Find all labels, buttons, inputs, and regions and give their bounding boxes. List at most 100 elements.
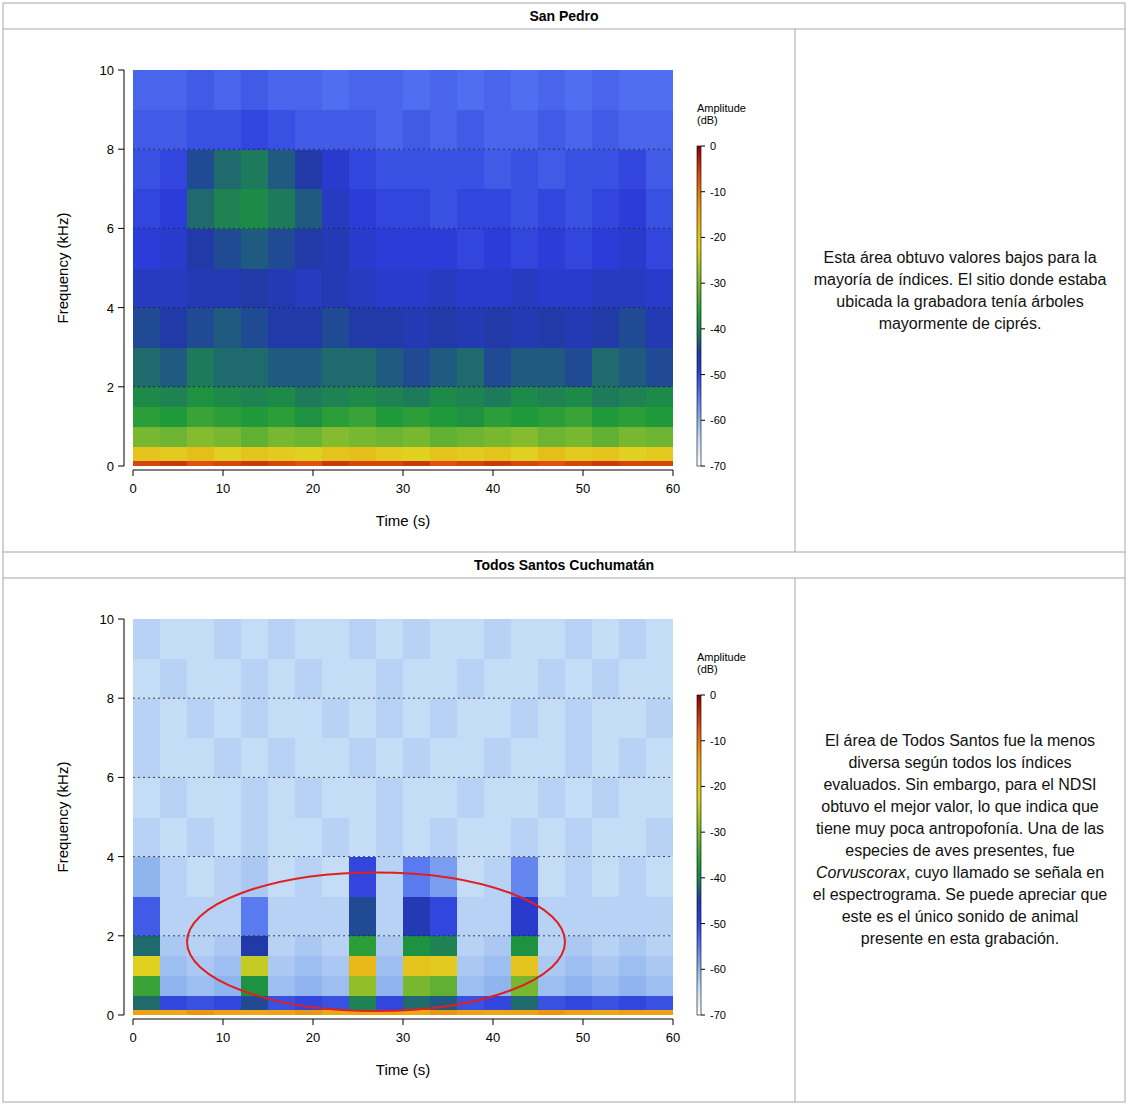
cell	[403, 110, 431, 150]
cell	[241, 956, 269, 976]
cell	[430, 149, 458, 189]
cell	[538, 149, 566, 189]
cell	[484, 387, 512, 407]
cell	[457, 975, 485, 995]
cell	[241, 426, 269, 446]
cell	[349, 995, 377, 1009]
colorbar-tick	[701, 923, 705, 924]
cell	[511, 995, 539, 1009]
cell	[214, 347, 242, 387]
cell	[322, 995, 350, 1009]
cell	[538, 446, 566, 460]
cell	[430, 698, 458, 738]
cell	[646, 975, 673, 995]
cell	[457, 896, 485, 936]
cell	[430, 268, 458, 308]
cell	[322, 936, 350, 956]
cell	[376, 460, 404, 466]
cell	[376, 738, 404, 778]
cell	[214, 110, 242, 150]
cell	[322, 738, 350, 778]
cell	[160, 975, 188, 995]
cell	[214, 446, 242, 460]
cell	[187, 777, 215, 817]
cell	[538, 857, 566, 897]
colorbar-tick-label: -50	[710, 918, 726, 930]
cell	[160, 308, 188, 348]
cell	[430, 1009, 458, 1015]
cell	[430, 407, 458, 427]
cell	[241, 189, 269, 229]
cell	[457, 407, 485, 427]
cell	[457, 189, 485, 229]
cell	[268, 698, 296, 738]
cell	[295, 446, 323, 460]
x-tick	[493, 470, 494, 476]
cell	[160, 426, 188, 446]
cell	[646, 857, 673, 897]
cell	[214, 189, 242, 229]
cell	[268, 446, 296, 460]
cell	[619, 460, 647, 466]
cell	[430, 347, 458, 387]
cell	[187, 995, 215, 1009]
cell	[241, 1009, 269, 1015]
y-tick	[118, 1015, 124, 1016]
cell	[484, 857, 512, 897]
colorbar-tick-label: -20	[710, 780, 726, 792]
colorbar-tick	[701, 191, 705, 192]
cell	[484, 956, 512, 976]
cell	[430, 956, 458, 976]
grid-line	[133, 935, 673, 936]
y-tick-label: 6	[107, 221, 114, 236]
cell	[646, 777, 673, 817]
cell	[646, 1009, 673, 1015]
cell	[592, 387, 620, 407]
cell	[565, 896, 593, 936]
cell	[403, 738, 431, 778]
cell	[592, 936, 620, 956]
y-tick-label: 2	[107, 380, 114, 395]
cell	[619, 896, 647, 936]
cell	[484, 975, 512, 995]
cell	[295, 698, 323, 738]
cell	[349, 70, 377, 110]
colorbar-tick-label: -10	[710, 186, 726, 198]
x-tick	[223, 470, 224, 476]
cell	[376, 407, 404, 427]
cell	[484, 110, 512, 150]
cell	[565, 817, 593, 857]
cell	[430, 619, 458, 659]
cell	[511, 460, 539, 466]
cell	[349, 347, 377, 387]
cell	[295, 189, 323, 229]
cell	[403, 857, 431, 897]
cell	[619, 1009, 647, 1015]
cell	[592, 446, 620, 460]
cell	[241, 308, 269, 348]
cell	[646, 936, 673, 956]
colorbar-tick-label: -70	[710, 1009, 726, 1021]
cell	[268, 347, 296, 387]
cell	[619, 268, 647, 308]
cell	[646, 308, 673, 348]
x-tick-label: 60	[666, 1030, 680, 1045]
cell	[322, 70, 350, 110]
cell	[268, 619, 296, 659]
cell	[187, 426, 215, 446]
cell	[592, 268, 620, 308]
colorbar-title-line: (dB)	[697, 114, 718, 126]
cell	[403, 189, 431, 229]
cell	[295, 619, 323, 659]
cell	[241, 896, 269, 936]
cell	[457, 698, 485, 738]
cell	[241, 268, 269, 308]
cell	[241, 936, 269, 956]
y-tick-label: 0	[107, 1008, 114, 1023]
cell	[538, 347, 566, 387]
y-tick	[118, 149, 124, 150]
cell	[349, 698, 377, 738]
cell	[187, 387, 215, 407]
cell	[376, 446, 404, 460]
cell	[376, 70, 404, 110]
